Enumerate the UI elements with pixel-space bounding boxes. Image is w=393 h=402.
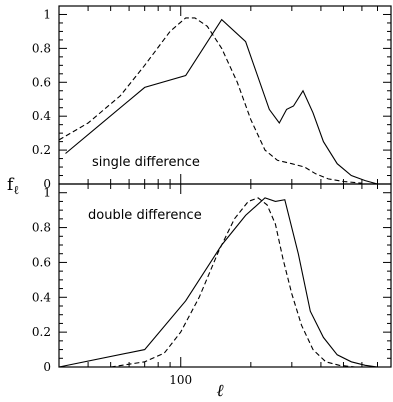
dashed-series-line	[110, 197, 355, 368]
x-tick-label: 100	[169, 373, 192, 387]
solid-series-line	[65, 18, 378, 185]
y-tick-label: 0.6	[32, 75, 51, 89]
y-axis-label: fℓ	[7, 175, 19, 197]
y-axis-label-subscript: ℓ	[13, 183, 19, 197]
solid-series-line	[58, 197, 378, 368]
y-axis-label-main: f	[7, 175, 15, 195]
y-tick-label: 0.4	[32, 109, 51, 123]
panel-label: double difference	[88, 208, 202, 223]
dashed-series-line	[58, 17, 362, 184]
top-panel: 0 0.2 0.4 0.6 0.8 1 single difference	[32, 5, 392, 191]
y-tick-label: 0.4	[32, 290, 51, 304]
y-tick-label: 0.2	[32, 325, 51, 339]
y-tick-label: 0.6	[32, 255, 51, 269]
panel-label: single difference	[92, 155, 200, 170]
y-tick-label: 1	[43, 7, 51, 21]
y-tick-label: 0.2	[32, 143, 51, 157]
y-tick-label: 0	[43, 360, 51, 374]
y-tick-label: 0.8	[32, 221, 51, 235]
bottom-panel: 0 0.2 0.4 0.6 0.8 1 100 double difference	[32, 183, 392, 387]
y-tick-label: 1	[43, 186, 51, 200]
y-tick-label: 0	[43, 177, 51, 191]
plot-frame	[58, 183, 392, 368]
x-axis-label: ℓ	[216, 381, 223, 401]
y-tick-label: 0.8	[32, 41, 51, 55]
